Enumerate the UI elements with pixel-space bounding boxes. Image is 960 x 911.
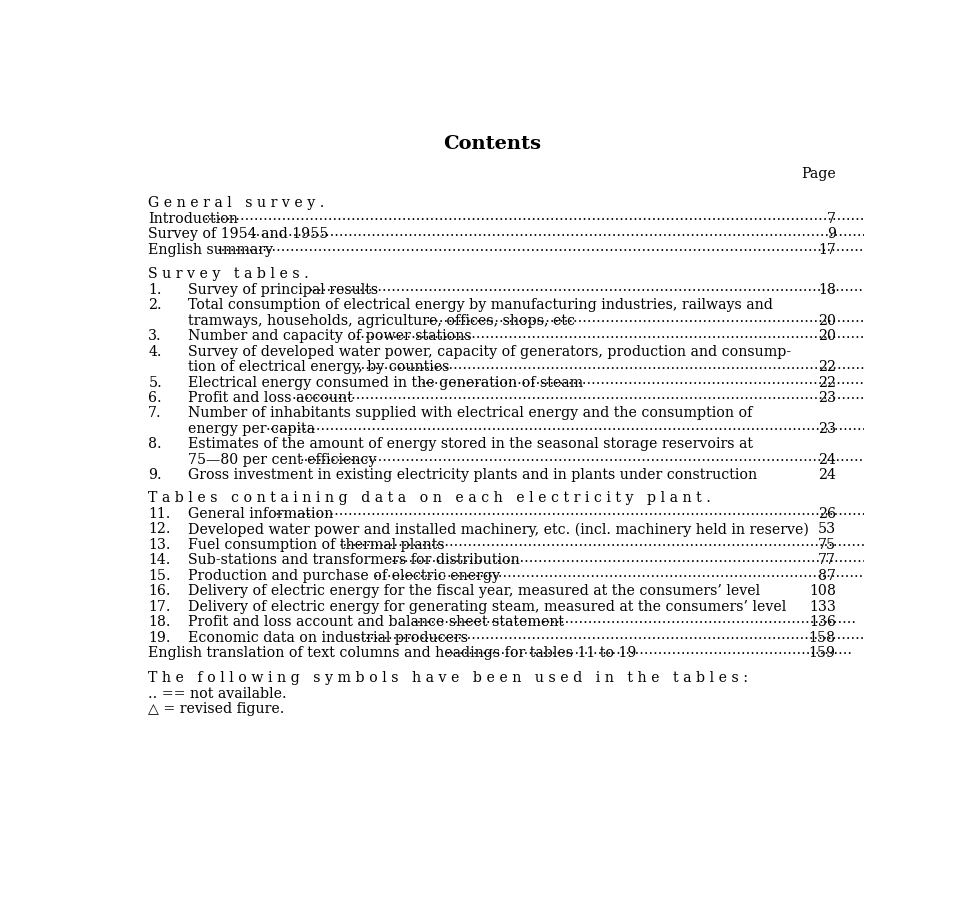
Text: 3.: 3.: [148, 329, 162, 343]
Text: 22: 22: [818, 360, 836, 374]
Text: Delivery of electric energy for the fiscal year, measured at the consumers’ leve: Delivery of electric energy for the fisc…: [188, 584, 760, 598]
Text: 19.: 19.: [148, 630, 171, 644]
Text: ................................................................................: ........................................…: [339, 535, 876, 548]
Text: ................................................................................: ........................................…: [373, 566, 873, 579]
Text: 108: 108: [809, 584, 836, 598]
Text: Introduction: Introduction: [148, 211, 238, 226]
Text: Contents: Contents: [443, 135, 541, 152]
Text: 133: 133: [809, 599, 836, 613]
Text: 5.: 5.: [148, 375, 162, 389]
Text: 18.: 18.: [148, 614, 171, 629]
Text: Number and capacity of power stations: Number and capacity of power stations: [188, 329, 472, 343]
Text: 136: 136: [809, 614, 836, 629]
Text: energy per capita: energy per capita: [188, 422, 316, 435]
Text: ................................................................................: ........................................…: [252, 225, 894, 239]
Text: Developed water power and installed machinery, etc. (incl. machinery held in res: Developed water power and installed mach…: [188, 522, 809, 537]
Text: ................................................................................: ........................................…: [275, 504, 885, 517]
Text: Delivery of electric energy for generating steam, measured at the consumers’ lev: Delivery of electric energy for generati…: [188, 599, 786, 613]
Text: English summary: English summary: [148, 242, 274, 257]
Text: 12.: 12.: [148, 522, 171, 536]
Text: ................................................................................: ........................................…: [412, 612, 856, 626]
Text: 8.: 8.: [148, 437, 162, 451]
Text: Fuel consumption of thermal plants: Fuel consumption of thermal plants: [188, 537, 445, 551]
Text: ................................................................................: ........................................…: [445, 642, 852, 657]
Text: ................................................................................: ........................................…: [292, 388, 883, 402]
Text: Number of inhabitants supplied with electrical energy and the consumption of: Number of inhabitants supplied with elec…: [188, 406, 753, 420]
Text: 24: 24: [818, 467, 836, 482]
Text: 15.: 15.: [148, 568, 171, 582]
Text: ................................................................................: ........................................…: [356, 357, 875, 371]
Text: 9.: 9.: [148, 467, 162, 482]
Text: ................................................................................: ........................................…: [391, 550, 867, 564]
Text: 75—80 per cent efficiency: 75—80 per cent efficiency: [188, 453, 377, 466]
Text: Gross investment in existing electricity plants and in plants under construction: Gross investment in existing electricity…: [188, 467, 757, 482]
Text: Electrical energy consumed in the generation of steam: Electrical energy consumed in the genera…: [188, 375, 584, 389]
Text: Profit and loss account and balance sheet statement: Profit and loss account and balance shee…: [188, 614, 564, 629]
Text: 18: 18: [818, 282, 836, 297]
Text: ................................................................................: ........................................…: [351, 628, 865, 641]
Text: ................................................................................: ........................................…: [204, 210, 902, 223]
Text: 4.: 4.: [148, 344, 162, 358]
Text: tramways, households, agriculture, offices, shops, etc: tramways, households, agriculture, offic…: [188, 313, 575, 327]
Text: 1.: 1.: [148, 282, 162, 297]
Text: ................................................................................: ........................................…: [351, 326, 875, 341]
Text: Profit and loss account: Profit and loss account: [188, 391, 353, 404]
Text: 53: 53: [818, 522, 836, 536]
Text: tion of electrical energy, by counties: tion of electrical energy, by counties: [188, 360, 450, 374]
Text: 26: 26: [818, 507, 836, 520]
Text: Survey of principal results: Survey of principal results: [188, 282, 378, 297]
Text: Economic data on industrial producers: Economic data on industrial producers: [188, 630, 468, 644]
Text: 20: 20: [818, 329, 836, 343]
Text: ................................................................................: ........................................…: [266, 419, 885, 433]
Text: Survey of 1954 and 1955: Survey of 1954 and 1955: [148, 227, 328, 241]
Text: Production and purchase of electric energy: Production and purchase of electric ener…: [188, 568, 500, 582]
Text: ................................................................................: ........................................…: [425, 311, 865, 325]
Text: General information: General information: [188, 507, 334, 520]
Text: Survey of developed water power, capacity of generators, production and consump-: Survey of developed water power, capacit…: [188, 344, 792, 358]
Text: 17.: 17.: [148, 599, 171, 613]
Text: 158: 158: [808, 630, 836, 644]
Text: .. == not available.: .. == not available.: [148, 686, 287, 700]
Text: 7.: 7.: [148, 406, 162, 420]
Text: ................................................................................: ........................................…: [309, 280, 877, 294]
Text: G e n e r a l   s u r v e y .: G e n e r a l s u r v e y .: [148, 196, 324, 210]
Text: T a b l e s   c o n t a i n i n g   d a t a   o n   e a c h   e l e c t r i c i : T a b l e s c o n t a i n i n g d a t a …: [148, 491, 711, 505]
Text: 7: 7: [827, 211, 836, 226]
Text: 2.: 2.: [148, 298, 162, 312]
Text: 6.: 6.: [148, 391, 162, 404]
Text: 13.: 13.: [148, 537, 171, 551]
Text: Estimates of the amount of energy stored in the seasonal storage reservoirs at: Estimates of the amount of energy stored…: [188, 437, 754, 451]
Text: 20: 20: [818, 313, 836, 327]
Text: 22: 22: [818, 375, 836, 389]
Text: 17: 17: [818, 242, 836, 257]
Text: 159: 159: [808, 645, 836, 660]
Text: Sub-stations and transformers for distribution: Sub-stations and transformers for distri…: [188, 553, 520, 567]
Text: △ = revised figure.: △ = revised figure.: [148, 701, 285, 715]
Text: 77: 77: [818, 553, 836, 567]
Text: 16.: 16.: [148, 584, 171, 598]
Text: ................................................................................: ........................................…: [420, 373, 865, 386]
Text: 23: 23: [818, 422, 836, 435]
Text: ................................................................................: ........................................…: [300, 450, 878, 464]
Text: ................................................................................: ........................................…: [217, 240, 892, 254]
Text: 14.: 14.: [148, 553, 171, 567]
Text: S u r v e y   t a b l e s .: S u r v e y t a b l e s .: [148, 267, 309, 281]
Text: 23: 23: [818, 391, 836, 404]
Text: 75: 75: [818, 537, 836, 551]
Text: 9: 9: [827, 227, 836, 241]
Text: 24: 24: [818, 453, 836, 466]
Text: 11.: 11.: [148, 507, 171, 520]
Text: 87: 87: [818, 568, 836, 582]
Text: Total consumption of electrical energy by manufacturing industries, railways and: Total consumption of electrical energy b…: [188, 298, 774, 312]
Text: English translation of text columns and headings for tables 11 to 19: English translation of text columns and …: [148, 645, 636, 660]
Text: T h e   f o l l o w i n g   s y m b o l s   h a v e   b e e n   u s e d   i n   : T h e f o l l o w i n g s y m b o l s h …: [148, 670, 749, 684]
Text: Page: Page: [801, 167, 836, 180]
